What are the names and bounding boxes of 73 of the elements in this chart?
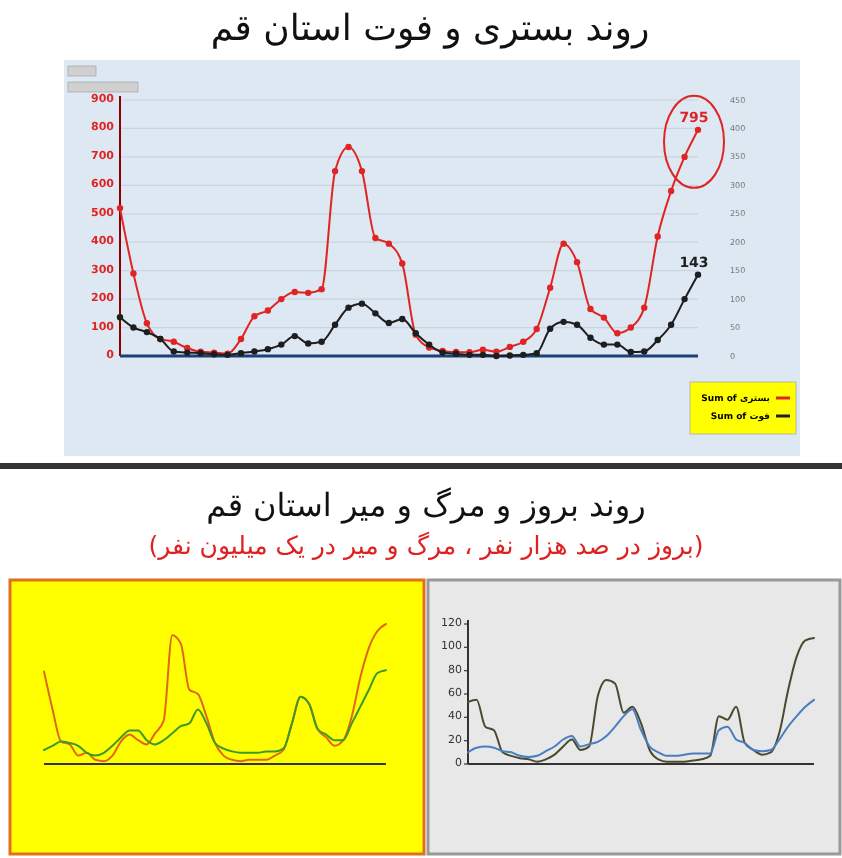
chart-subtitle: (بروز در صد هزار نفر ، مرگ و میر در یک میلیون نفر) xyxy=(148,530,704,562)
line-series xyxy=(116,271,702,360)
point xyxy=(251,348,258,355)
point xyxy=(116,314,124,321)
point xyxy=(560,318,567,326)
point xyxy=(654,336,661,344)
point xyxy=(587,305,594,313)
point xyxy=(278,295,285,303)
point xyxy=(264,345,272,353)
point xyxy=(237,335,245,343)
point xyxy=(345,304,352,311)
point xyxy=(170,348,177,355)
point xyxy=(304,340,312,347)
point xyxy=(479,351,487,359)
point xyxy=(116,204,124,212)
point xyxy=(291,288,298,296)
point xyxy=(385,240,393,247)
point xyxy=(614,341,621,348)
chart-title: روند بروز و مرگ و میر استان قم xyxy=(206,486,646,524)
point xyxy=(372,234,379,242)
point xyxy=(573,321,581,328)
point xyxy=(372,310,379,317)
line-series xyxy=(467,698,815,758)
point xyxy=(694,126,702,134)
point xyxy=(399,260,406,267)
point xyxy=(318,285,325,293)
point xyxy=(600,314,608,321)
point xyxy=(291,332,298,340)
point xyxy=(331,167,339,175)
point xyxy=(318,338,325,345)
point xyxy=(264,307,272,314)
point xyxy=(506,352,514,359)
point xyxy=(170,338,177,345)
point xyxy=(681,153,688,161)
point xyxy=(237,349,245,357)
point xyxy=(533,325,540,333)
point xyxy=(143,320,151,327)
point xyxy=(493,352,500,360)
point xyxy=(641,348,648,355)
point xyxy=(667,321,675,328)
point xyxy=(520,338,527,345)
point xyxy=(627,348,634,356)
point xyxy=(573,258,581,266)
point xyxy=(506,343,514,351)
point xyxy=(143,328,151,336)
point xyxy=(667,187,675,195)
point xyxy=(546,325,554,332)
point xyxy=(358,167,366,175)
chart-title: روند بستری و فوت استان قم xyxy=(210,8,650,50)
point xyxy=(399,315,406,323)
point xyxy=(533,349,540,357)
point xyxy=(479,346,487,353)
point xyxy=(358,300,366,307)
point xyxy=(251,312,258,320)
point xyxy=(331,321,339,328)
point xyxy=(184,349,191,356)
point xyxy=(385,319,393,327)
point xyxy=(130,270,137,277)
point xyxy=(694,271,702,278)
point xyxy=(304,289,312,297)
point xyxy=(654,233,661,240)
point xyxy=(345,143,352,151)
point xyxy=(614,330,621,337)
point xyxy=(627,324,634,331)
point xyxy=(641,304,648,311)
point xyxy=(130,324,137,331)
point xyxy=(560,240,567,247)
point xyxy=(520,351,527,359)
point xyxy=(600,341,608,348)
point xyxy=(546,284,554,291)
point xyxy=(681,295,688,303)
point xyxy=(587,334,594,341)
point xyxy=(278,341,285,348)
